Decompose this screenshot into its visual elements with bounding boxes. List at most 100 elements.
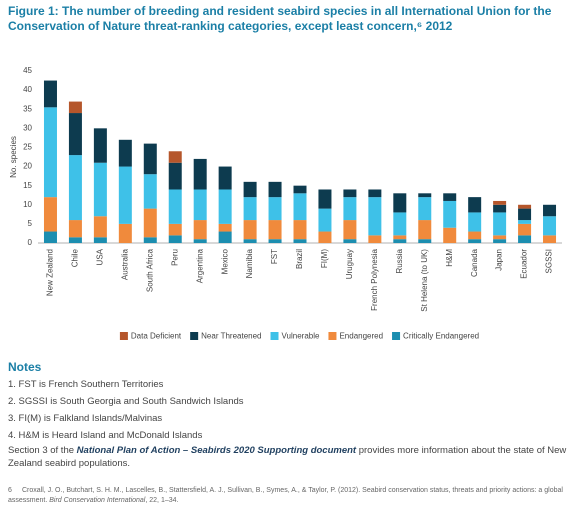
bar-segment	[468, 231, 482, 240]
bar-segment	[493, 204, 507, 213]
bar-segment	[368, 235, 382, 243]
y-tick-label: 15	[23, 181, 32, 190]
bar-segment	[393, 212, 407, 236]
footnote: 6 Croxall, J. O., Butchart, S. H. M., Las…	[8, 486, 568, 506]
bar-segment	[518, 235, 532, 243]
notes-list: 1. FST is French Southern Territories 2.…	[8, 379, 244, 447]
note: 3. FI(M) is Falkland Islands/Malvinas	[8, 413, 163, 424]
bar-segment	[68, 220, 82, 238]
bar-segment	[468, 239, 482, 243]
bar-segment	[93, 216, 107, 238]
bar-segment	[418, 220, 432, 240]
bar-segment	[393, 239, 407, 243]
x-tick-label: New Zealand	[46, 249, 55, 296]
bar-segment	[218, 231, 232, 243]
y-axis-label: No. species	[9, 136, 18, 178]
legend-label: Near Threatened	[201, 332, 261, 341]
bar-segment	[268, 197, 282, 221]
bar-segment	[193, 239, 207, 243]
note: 2. SGSSI is South Georgia and South Sand…	[8, 396, 244, 407]
bar-segment	[268, 181, 282, 198]
bar-segment	[93, 162, 107, 217]
x-tick-label: Namibia	[245, 248, 254, 278]
bar-segment	[468, 197, 482, 213]
y-tick-label: 25	[23, 143, 32, 152]
x-tick-label: Brazil	[295, 249, 304, 269]
bar-segment	[118, 166, 132, 224]
bar-segment	[343, 189, 357, 198]
bar-segment	[518, 223, 532, 236]
bar-segment	[493, 235, 507, 240]
bar-segment	[218, 223, 232, 232]
bar-segment	[243, 239, 257, 243]
x-tick-label: FST	[270, 249, 279, 264]
bar-segment	[168, 162, 182, 190]
bar-segment	[43, 107, 57, 198]
legend-swatch	[119, 332, 128, 340]
bar-segment	[318, 189, 332, 209]
y-tick-label: 35	[23, 104, 32, 113]
bar-segment	[168, 235, 182, 243]
bar-segment	[443, 193, 457, 201]
x-tick-label: Canada	[470, 248, 479, 277]
y-tick-label: 10	[23, 200, 32, 209]
bar-segment	[343, 220, 357, 240]
legend-swatch	[190, 332, 199, 340]
bar-segment	[368, 189, 382, 198]
x-tick-label: Ecuador	[520, 249, 529, 279]
x-tick-label: Argentina	[195, 248, 204, 283]
y-tick-label: 40	[23, 85, 32, 94]
bar-segment	[168, 223, 182, 236]
bar-segment	[543, 204, 557, 217]
note: 1. FST is French Southern Territories	[8, 379, 164, 390]
bar-segment	[543, 235, 557, 243]
bar-segment	[268, 220, 282, 240]
bar-segment	[543, 216, 557, 236]
bar-segment	[518, 220, 532, 224]
bar-segment	[518, 204, 532, 209]
x-tick-label: FI(M)	[320, 249, 329, 268]
bar-segment	[468, 212, 482, 232]
y-tick-label: 5	[28, 219, 33, 228]
x-tick-label: USA	[95, 248, 104, 265]
y-tick-label: 45	[23, 66, 32, 75]
footnote-number: 6	[8, 487, 12, 494]
bar-segment	[493, 212, 507, 236]
bar-segment	[493, 200, 507, 205]
bar-segment	[368, 197, 382, 236]
journal: Bird Conservation International	[49, 497, 146, 504]
bar-segment	[293, 220, 307, 240]
bar-segment	[393, 193, 407, 213]
legend-label: Critically Endangered	[403, 332, 479, 341]
note: 4. H&M is Heard Island and McDonald Isla…	[8, 430, 203, 441]
bar-segment	[443, 227, 457, 243]
paragraph: Section 3 of the National Plan of Action…	[8, 444, 568, 470]
bar-segment	[118, 139, 132, 167]
bar-segment	[418, 193, 432, 198]
x-tick-label: Russia	[395, 248, 404, 273]
bar-segment	[193, 158, 207, 190]
text: provides more information about the stat…	[8, 445, 567, 469]
bar-segment	[318, 208, 332, 232]
bar-segment	[293, 193, 307, 221]
text: Section 3 of the	[8, 445, 77, 456]
legend-swatch	[392, 332, 401, 340]
bar-segment	[418, 239, 432, 243]
chart: No. species 0 5 10 15 20 25 30 35 40 45 New Zealan…	[9, 66, 562, 341]
bar-segment	[193, 189, 207, 221]
bar-segment	[143, 174, 157, 209]
x-tick-label: St Helena (to UK)	[420, 249, 429, 312]
legend-swatch	[328, 332, 337, 340]
x-tick-label: SGSSI	[545, 249, 554, 273]
bar-segment	[168, 189, 182, 224]
bar-segment	[393, 235, 407, 240]
bar-segment	[293, 185, 307, 194]
y-tick-label: 30	[23, 123, 32, 132]
text: , 22, 1–34.	[145, 497, 179, 504]
bar-segment	[193, 220, 207, 240]
bar-segment	[43, 80, 57, 108]
x-tick-label: French Polynesia	[370, 248, 379, 310]
legend-swatch	[270, 332, 279, 340]
legend-label: Vulnerable	[282, 332, 321, 341]
